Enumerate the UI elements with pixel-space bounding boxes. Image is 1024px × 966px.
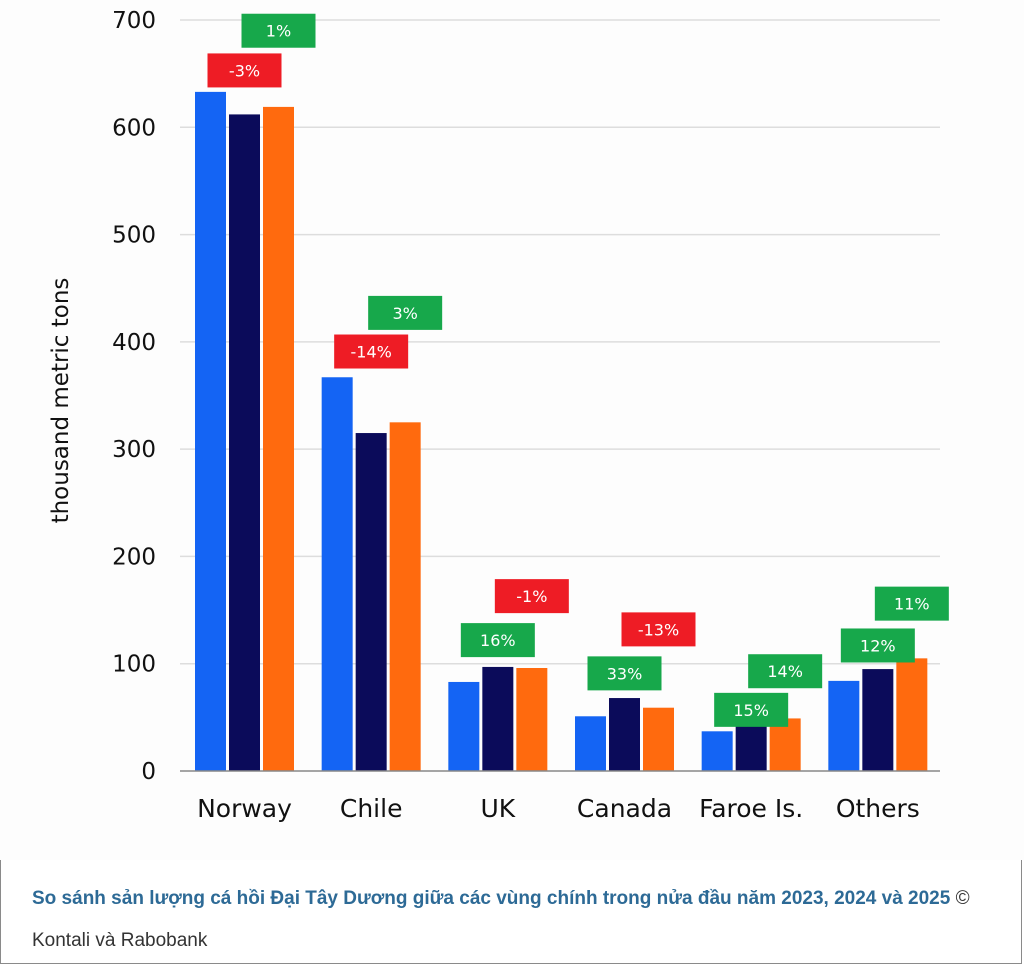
bar (735, 724, 767, 771)
change-badge-label: -1% (516, 587, 547, 606)
figure-caption: So sánh sản lượng cá hồi Đại Tây Dương g… (32, 878, 992, 962)
caption-credit: © Kontali và Rabobank (32, 888, 970, 951)
change-badge-label: 11% (894, 595, 930, 614)
bar (828, 680, 860, 771)
change-badge (714, 692, 789, 727)
bar (389, 422, 421, 771)
change-badge-label: -14% (350, 343, 391, 362)
bar (229, 114, 260, 771)
bar (896, 658, 928, 771)
bar (482, 666, 514, 771)
y-tick-label: 600 (112, 115, 156, 141)
change-badge-label: 16% (480, 631, 516, 650)
y-tick-label: 200 (112, 544, 156, 570)
y-tick-label: 700 (112, 8, 156, 34)
change-badge (334, 334, 409, 369)
bar (701, 731, 733, 771)
bar (321, 377, 353, 771)
y-tick-label: 0 (141, 759, 156, 785)
bar (516, 668, 548, 771)
y-tick-label: 100 (112, 652, 156, 678)
change-badge (241, 13, 316, 48)
x-category-label: Canada (577, 794, 672, 823)
bar (448, 681, 480, 771)
x-category-label: Chile (340, 794, 403, 823)
bar (643, 707, 674, 771)
chart-area: -3% 1% -14% 3% 16% -1% 33% -13% 15% 14% 12% 11% 0 10… (48, 8, 949, 823)
change-badge-label: 15% (733, 701, 769, 720)
bar (195, 91, 226, 772)
bar (609, 698, 640, 771)
change-badge (621, 612, 696, 647)
bar (769, 718, 801, 771)
bars (195, 91, 928, 772)
bar (263, 106, 294, 771)
x-category-label: Faroe Is. (699, 794, 803, 823)
change-badge-label: 3% (392, 304, 417, 323)
change-badge (748, 654, 823, 689)
change-badge-label: 12% (860, 636, 896, 655)
x-category-label: Norway (197, 794, 292, 823)
change-badge (460, 623, 535, 658)
change-badge (494, 579, 569, 614)
y-tick-label: 500 (112, 223, 156, 249)
change-badge (874, 586, 949, 621)
change-badge-label: -3% (229, 61, 260, 80)
y-axis-label: thousand metric tons (48, 278, 74, 524)
bar (575, 716, 606, 771)
bar (355, 433, 387, 771)
change-badge (840, 628, 915, 663)
axes: 0 100 200 300 400 500 600 700 thousand metric to… (48, 8, 940, 823)
change-badge (207, 53, 282, 88)
y-tick-label: 300 (112, 437, 156, 463)
x-category-label: UK (480, 794, 515, 823)
change-badge-label: 1% (266, 22, 291, 41)
y-tick-label: 400 (112, 330, 156, 356)
change-badge-label: -13% (638, 620, 679, 639)
bar (862, 669, 894, 771)
x-category-label: Others (836, 794, 920, 823)
change-badge (587, 656, 662, 691)
bar-chart: -3% 1% -14% 3% 16% -1% 33% -13% 15% 14% 12% 11% 0 10… (48, 8, 949, 823)
change-badge-label: 14% (767, 662, 803, 681)
change-badge-label: 33% (607, 664, 643, 683)
change-badge (368, 295, 443, 330)
change-badges: -3% 1% -14% 3% 16% -1% 33% -13% 15% 14% 12% 11% (207, 13, 949, 727)
caption-text: So sánh sản lượng cá hồi Đại Tây Dương g… (32, 888, 951, 909)
